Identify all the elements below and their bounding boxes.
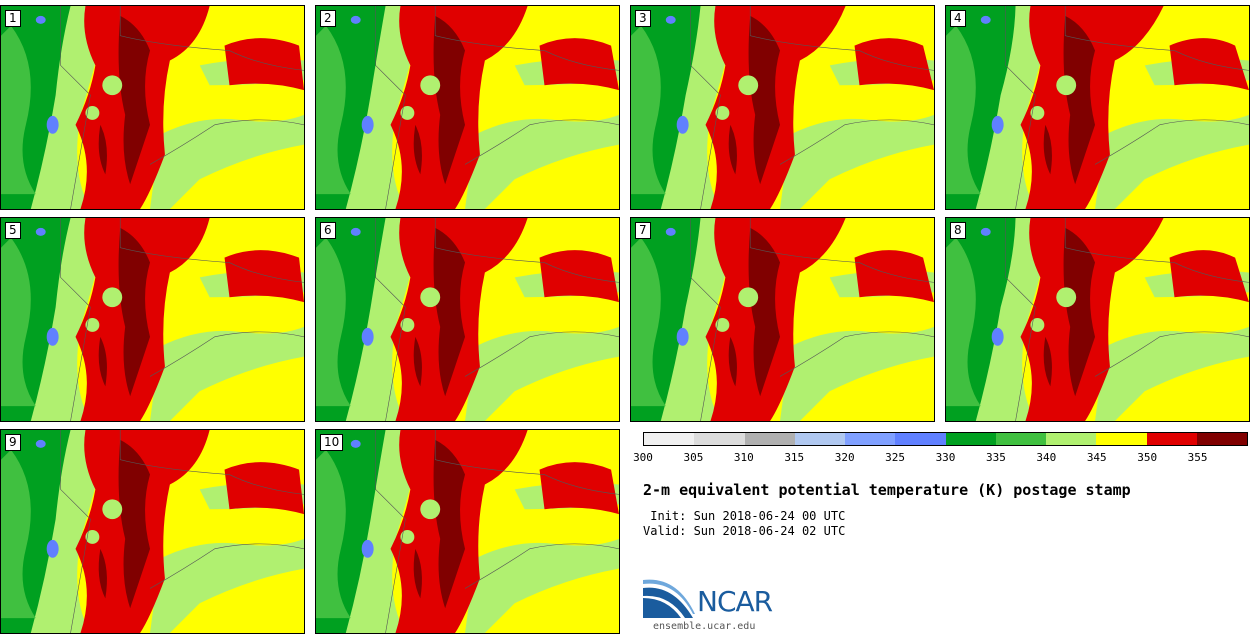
colorbar-tick-label: 345 — [1086, 451, 1107, 464]
member-label: 8 — [950, 222, 966, 239]
colorbar-ticks: 300 305 310 315 320 325 330 335 340 345 350 355 — [633, 451, 1248, 465]
colorbar-swatch — [694, 433, 745, 445]
colorbar — [643, 432, 1248, 446]
ensemble-member-map: 4 — [945, 5, 1250, 210]
temperature-field — [1, 218, 304, 421]
temperature-field — [316, 430, 619, 633]
colorbar-tick-label: 330 — [935, 451, 956, 464]
temperature-field — [946, 6, 1249, 209]
member-label: 4 — [950, 10, 966, 27]
temperature-field — [631, 6, 934, 209]
website-url: ensemble.ucar.edu — [653, 621, 756, 632]
colorbar-tick-label: 340 — [1036, 451, 1057, 464]
ensemble-member-map: 3 — [630, 5, 935, 210]
colorbar-tick-label: 325 — [885, 451, 906, 464]
colorbar-swatch — [895, 433, 946, 445]
figure-title: 2-m equivalent potential temperature (K)… — [643, 481, 1131, 499]
member-label: 2 — [320, 10, 336, 27]
ensemble-member-map: 10 — [315, 429, 620, 634]
colorbar-tick-label: 315 — [784, 451, 805, 464]
colorbar-swatch — [1046, 433, 1097, 445]
colorbar-swatch — [644, 433, 695, 445]
colorbar-swatch — [845, 433, 896, 445]
valid-time: Valid: Sun 2018-06-24 02 UTC — [643, 524, 846, 538]
ensemble-member-map: 9 — [0, 429, 305, 634]
member-label: 5 — [5, 222, 21, 239]
colorbar-tick-label: 350 — [1137, 451, 1158, 464]
member-label: 9 — [5, 434, 21, 451]
colorbar-swatch — [1146, 433, 1197, 445]
colorbar-swatch — [794, 433, 845, 445]
colorbar-swatch — [1196, 433, 1247, 445]
temperature-field — [631, 218, 934, 421]
colorbar-swatch — [945, 433, 996, 445]
ensemble-member-map: 2 — [315, 5, 620, 210]
member-label: 1 — [5, 10, 21, 27]
member-label: 10 — [320, 434, 344, 451]
ncar-logo-icon — [643, 579, 695, 618]
colorbar-tick-label: 320 — [834, 451, 855, 464]
colorbar-swatch — [744, 433, 795, 445]
temperature-field — [1, 6, 304, 209]
member-label: 7 — [635, 222, 651, 239]
colorbar-swatch — [995, 433, 1046, 445]
init-time: Init: Sun 2018-06-24 00 UTC — [643, 509, 846, 523]
ensemble-member-map: 8 — [945, 217, 1250, 422]
member-label: 6 — [320, 222, 336, 239]
ensemble-member-map: 7 — [630, 217, 935, 422]
ensemble-member-map: 5 — [0, 217, 305, 422]
colorbar-tick-label: 355 — [1187, 451, 1208, 464]
temperature-field — [316, 6, 619, 209]
colorbar-tick-label: 305 — [683, 451, 704, 464]
colorbar-tick-label: 310 — [733, 451, 754, 464]
colorbar-swatch — [1096, 433, 1147, 445]
ensemble-member-map: 6 — [315, 217, 620, 422]
temperature-field — [316, 218, 619, 421]
ensemble-member-map: 1 — [0, 5, 305, 210]
member-label: 3 — [635, 10, 651, 27]
colorbar-tick-label: 300 — [633, 451, 653, 464]
temperature-field — [946, 218, 1249, 421]
ncar-logo-text: NCAR — [697, 585, 773, 618]
colorbar-tick-label: 335 — [985, 451, 1006, 464]
temperature-field — [1, 430, 304, 633]
